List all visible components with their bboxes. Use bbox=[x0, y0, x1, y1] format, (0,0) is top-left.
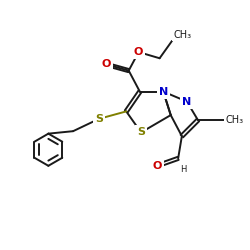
Text: O: O bbox=[102, 60, 111, 70]
Text: CH₃: CH₃ bbox=[173, 30, 191, 40]
Text: CH₃: CH₃ bbox=[225, 115, 243, 125]
Text: O: O bbox=[134, 47, 143, 57]
Text: N: N bbox=[182, 96, 192, 106]
Text: S: S bbox=[95, 114, 103, 124]
Text: S: S bbox=[137, 128, 145, 138]
Text: O: O bbox=[152, 161, 162, 171]
Text: H: H bbox=[180, 164, 186, 173]
Text: N: N bbox=[159, 87, 168, 97]
